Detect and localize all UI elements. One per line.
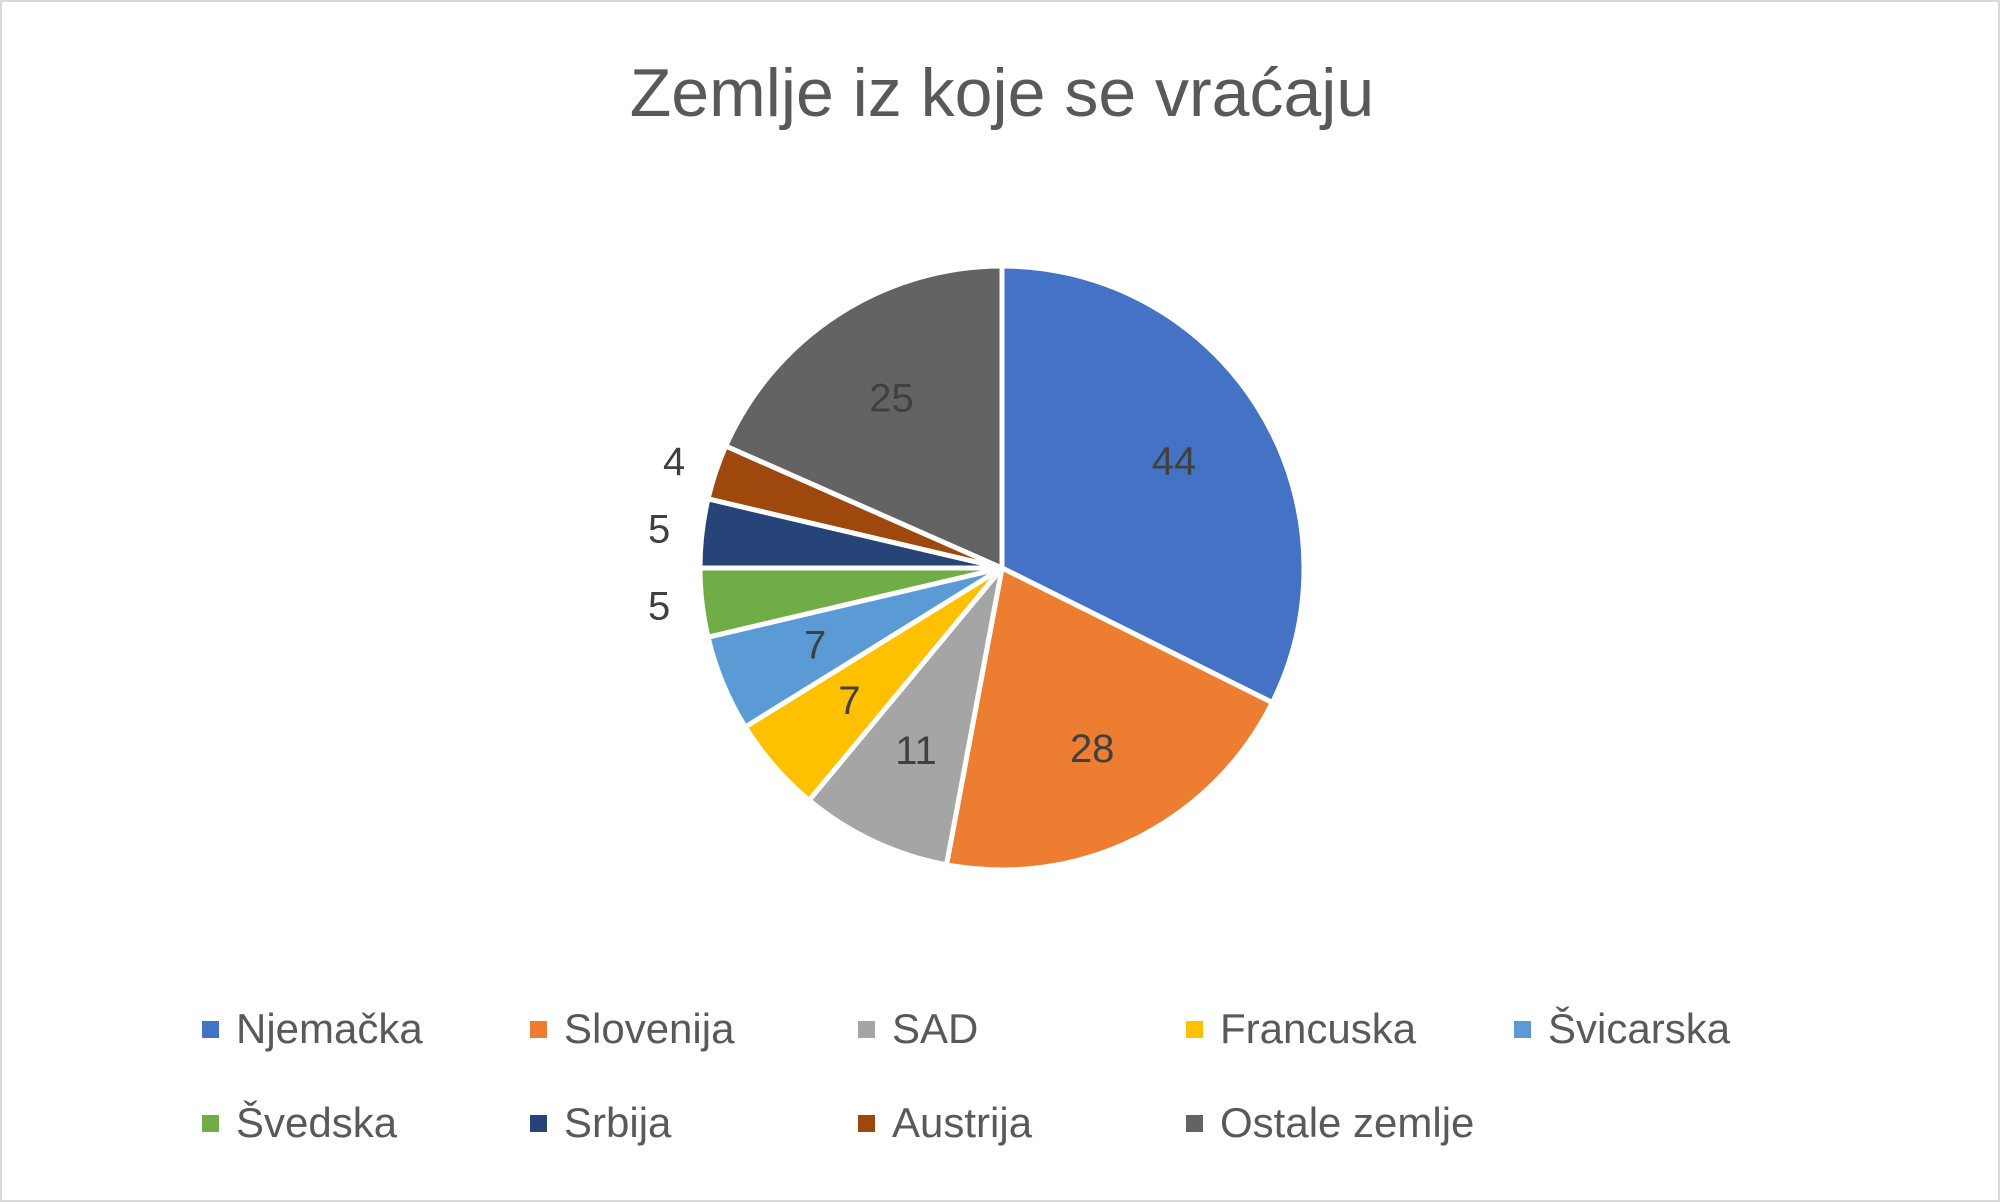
legend-item-austrija: Austrija [858,1096,1186,1150]
legend-item-njemacka: Njemačka [202,1002,530,1056]
data-label-svicarska: 7 [804,623,826,667]
data-label-francuska: 7 [838,679,860,723]
pie-slice-slovenija [944,565,1275,873]
legend-swatch [1514,1020,1531,1038]
legend-label: Ostale zemlje [1220,1099,1475,1146]
legend-swatch [858,1020,875,1038]
legend-swatch [1186,1114,1203,1132]
pie-slice-njemacka [999,263,1307,706]
legend-item-francuska: Francuska [1186,1002,1514,1056]
data-label-srbija: 5 [648,508,670,552]
data-label-ostale-zemlje: 25 [869,377,914,421]
legend-swatch [202,1020,219,1038]
legend-label: Njemačka [236,1005,423,1052]
data-label-sad: 11 [895,729,937,773]
legend-label: SAD [892,1005,979,1052]
legend-swatch [530,1114,547,1132]
chart-title: Zemlje iz koje se vraćaju [629,55,1375,131]
legend-label: Austrija [892,1099,1033,1146]
legend: Njemačka Slovenija SAD Francuska Švicarska Šv… [202,1002,1802,1150]
legend-item-svicarska: Švicarska [1514,1002,1814,1056]
data-label-njemacka: 44 [1152,440,1197,484]
legend-label: Slovenija [564,1005,735,1052]
legend-item-slovenija: Slovenija [530,1002,858,1056]
data-label-slovenija: 28 [1070,727,1115,771]
data-label-svedska: 5 [648,585,670,629]
pie-slice-sad [806,565,1005,868]
data-label-austrija: 4 [663,440,685,484]
legend-swatch [202,1114,219,1132]
legend-swatch [530,1020,547,1038]
legend-item-srbija: Srbija [530,1096,858,1150]
legend-item-svedska: Švedska [202,1096,530,1150]
legend-label: Srbija [564,1099,672,1146]
legend-label: Švedska [236,1099,398,1146]
legend-swatch [858,1114,875,1132]
legend-swatch [1186,1020,1203,1038]
legend-item-sad: SAD [858,1002,1186,1056]
legend-item-ostale-zemlje: Ostale zemlje [1186,1096,1514,1150]
legend-label: Francuska [1220,1005,1417,1052]
legend-label: Švicarska [1548,1005,1731,1052]
pie-slice-ostale-zemlje [723,263,1005,571]
